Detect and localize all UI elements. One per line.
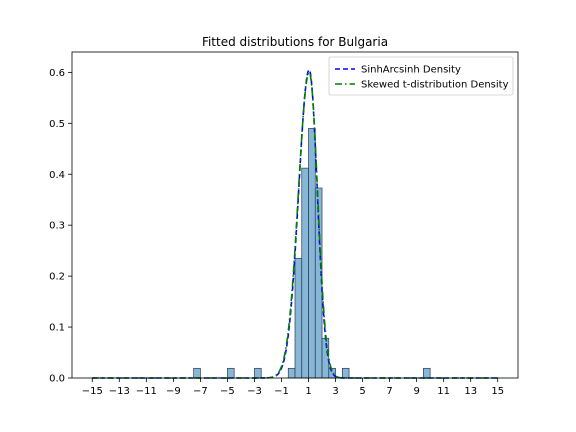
y-tick-label: 0.5	[49, 119, 65, 130]
x-tick-label: −1	[274, 386, 289, 397]
y-tick-label: 0.3	[49, 221, 65, 232]
x-tick-label: −9	[166, 386, 181, 397]
y-tick-label: 0.4	[49, 170, 65, 181]
y-tick-label: 0.2	[49, 272, 65, 283]
histogram-bar	[301, 167, 309, 379]
x-tick-label: 7	[386, 386, 392, 397]
plot-frame	[71, 51, 519, 379]
legend-box	[328, 56, 514, 96]
histogram-bar	[294, 257, 303, 379]
histogram-bar	[308, 128, 316, 379]
y-axis: 0.0 0.1 0.2 0.3 0.4 0.5 0.6	[49, 68, 72, 385]
histogram-bar	[227, 367, 235, 379]
x-tick-label: 3	[332, 386, 338, 397]
legend-label: SinhArcsinh Density	[361, 65, 461, 76]
x-tick-label: 9	[413, 386, 419, 397]
x-axis: −15 −13 −11 −9 −7 −5 −3 −1 1 3 5 7 9 11 13 15	[82, 378, 504, 397]
legend-label: Skewed t-distribution Density	[361, 80, 509, 91]
histogram-bar	[423, 367, 431, 379]
x-tick-label: −5	[220, 386, 235, 397]
legend: SinhArcsinh Density Skewed t-distribution…	[328, 56, 514, 96]
histogram-bars	[193, 128, 431, 379]
x-tick-label: 11	[437, 386, 450, 397]
y-tick-label: 0.0	[49, 374, 65, 385]
x-tick-label: 1	[305, 386, 311, 397]
x-tick-label: 5	[359, 386, 365, 397]
x-tick-label: −11	[136, 386, 157, 397]
x-tick-label: −13	[109, 386, 130, 397]
x-tick-label: −7	[193, 386, 208, 397]
x-tick-label: −3	[247, 386, 262, 397]
chart-title: Fitted distributions for Bulgaria	[202, 35, 388, 49]
x-tick-label: 15	[491, 386, 504, 397]
histogram-bar	[341, 367, 350, 379]
histogram-bar	[254, 367, 262, 379]
histogram-bar	[193, 367, 201, 379]
y-tick-label: 0.6	[49, 68, 65, 79]
histogram-bar	[287, 367, 296, 379]
y-tick-label: 0.1	[49, 323, 65, 334]
histogram-bar	[321, 337, 330, 379]
x-tick-label: −15	[82, 386, 103, 397]
x-tick-label: 13	[464, 386, 477, 397]
